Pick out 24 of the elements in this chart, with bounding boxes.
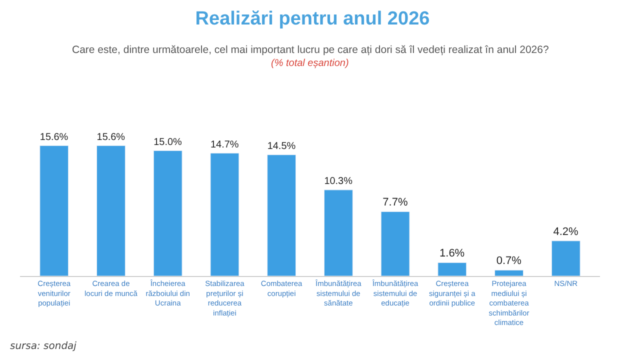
data-label: 15.0% xyxy=(154,136,182,148)
bar xyxy=(438,262,467,276)
bar xyxy=(494,270,524,276)
data-label: 15.6% xyxy=(40,132,68,143)
data-label: 10.3% xyxy=(324,176,353,188)
data-label: 14.5% xyxy=(267,141,296,152)
data-label: 15.6% xyxy=(96,132,126,143)
data-label: 4.2% xyxy=(553,226,579,238)
data-label: 7.7% xyxy=(382,196,408,209)
bar xyxy=(380,211,410,276)
chart-title: Realizări pentru anul 2026 xyxy=(195,8,430,30)
bar xyxy=(40,145,69,276)
bar xyxy=(324,190,353,276)
data-label: 1.6% xyxy=(440,248,465,260)
data-label: 14.7% xyxy=(210,139,239,150)
data-label: 0.7% xyxy=(496,255,522,268)
text: sursa: sondaj xyxy=(10,341,77,352)
bar xyxy=(267,154,296,276)
chart-subtitle: Care este, dintre următoarele, cel mai important lucru pe care ați dori să îl vedeți realizat în anul 2026? xyxy=(72,44,549,56)
bar xyxy=(96,145,126,276)
bar xyxy=(210,152,240,276)
bar xyxy=(551,240,580,276)
text: (% total eșantion) xyxy=(271,58,349,69)
bar xyxy=(153,150,182,276)
